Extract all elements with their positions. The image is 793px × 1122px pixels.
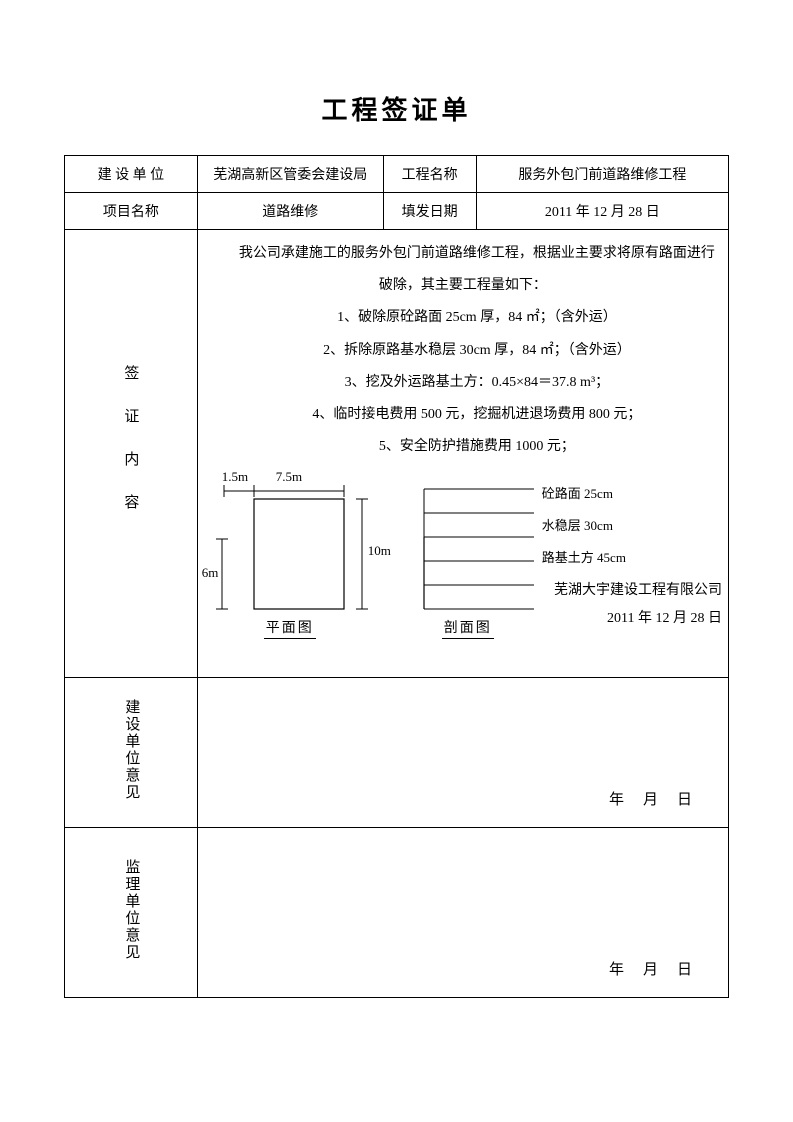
supervision-label: 监理单位意见 bbox=[120, 859, 141, 961]
content-intro2: 破除，其主要工程量如下： bbox=[204, 270, 722, 302]
content-side-label-cell: 签证内容 bbox=[65, 230, 198, 678]
header-row-2: 项目名称 道路维修 填发日期 2011 年 12 月 28 日 bbox=[65, 193, 729, 230]
content-cell: 我公司承建施工的服务外包门前道路维修工程，根据业主要求将原有路面进行 破除，其主… bbox=[197, 230, 728, 678]
unit-label: 建 设 单 位 bbox=[65, 156, 198, 193]
item-value: 道路维修 bbox=[197, 193, 383, 230]
dim-7-5m: 7.5m bbox=[276, 469, 302, 485]
dim-6m: 6m bbox=[202, 565, 219, 581]
content-item-4: 4、临时接电费用 500 元，挖掘机进退场费用 800 元； bbox=[204, 399, 722, 431]
project-name-label: 工程名称 bbox=[383, 156, 476, 193]
content-intro: 我公司承建施工的服务外包门前道路维修工程，根据业主要求将原有路面进行 bbox=[204, 238, 722, 270]
content-item-5: 5、安全防护措施费用 1000 元； bbox=[204, 431, 722, 463]
section-layer2: 水稳层 30cm bbox=[542, 515, 613, 534]
form-table: 建 设 单 位 芜湖高新区管委会建设局 工程名称 服务外包门前道路维修工程 项目… bbox=[64, 155, 729, 998]
construction-opinion-row: 建设单位意见 年 月 日 bbox=[65, 678, 729, 828]
construction-opinion-cell: 年 月 日 bbox=[197, 678, 728, 828]
content-item-1: 1、破除原砼路面 25cm 厚，84 ㎡；（含外运） bbox=[204, 302, 722, 334]
supervision-date-line: 年 月 日 bbox=[609, 958, 694, 979]
diagram-area: 1.5m 7.5m 6m 10m 平面图 砼路面 25cm 水稳层 30 bbox=[204, 469, 722, 669]
supervision-label-cell: 监理单位意见 bbox=[65, 828, 198, 998]
section-layer3: 路基土方 45cm bbox=[542, 547, 626, 566]
supervision-opinion-cell: 年 月 日 bbox=[197, 828, 728, 998]
content-item-2: 2、拆除原路基水稳层 30cm 厚，84 ㎡；（含外运） bbox=[204, 335, 722, 367]
signature-company: 芜湖大宇建设工程有限公司 bbox=[554, 577, 722, 605]
section-caption: 剖面图 bbox=[442, 617, 494, 639]
project-name-value: 服务外包门前道路维修工程 bbox=[476, 156, 728, 193]
issue-date-value: 2011 年 12 月 28 日 bbox=[476, 193, 728, 230]
construction-label-cell: 建设单位意见 bbox=[65, 678, 198, 828]
supervision-opinion-row: 监理单位意见 年 月 日 bbox=[65, 828, 729, 998]
signature-date: 2011 年 12 月 28 日 bbox=[554, 605, 722, 633]
content-item-3: 3、挖及外运路基土方：0.45×84＝37.8 m³； bbox=[204, 367, 722, 399]
header-row-1: 建 设 单 位 芜湖高新区管委会建设局 工程名称 服务外包门前道路维修工程 bbox=[65, 156, 729, 193]
section-layer1: 砼路面 25cm bbox=[542, 483, 613, 502]
item-label: 项目名称 bbox=[65, 193, 198, 230]
content-side-label: 签证内容 bbox=[120, 365, 141, 537]
page-title: 工程签证单 bbox=[64, 90, 729, 127]
content-row: 签证内容 我公司承建施工的服务外包门前道路维修工程，根据业主要求将原有路面进行 … bbox=[65, 230, 729, 678]
signature-block: 芜湖大宇建设工程有限公司 2011 年 12 月 28 日 bbox=[554, 577, 722, 633]
construction-label: 建设单位意见 bbox=[120, 699, 141, 801]
construction-date-line: 年 月 日 bbox=[609, 788, 694, 809]
plan-caption: 平面图 bbox=[264, 617, 316, 639]
dim-10m: 10m bbox=[368, 543, 391, 559]
issue-date-label: 填发日期 bbox=[383, 193, 476, 230]
dim-1-5m: 1.5m bbox=[222, 469, 248, 485]
unit-value: 芜湖高新区管委会建设局 bbox=[197, 156, 383, 193]
